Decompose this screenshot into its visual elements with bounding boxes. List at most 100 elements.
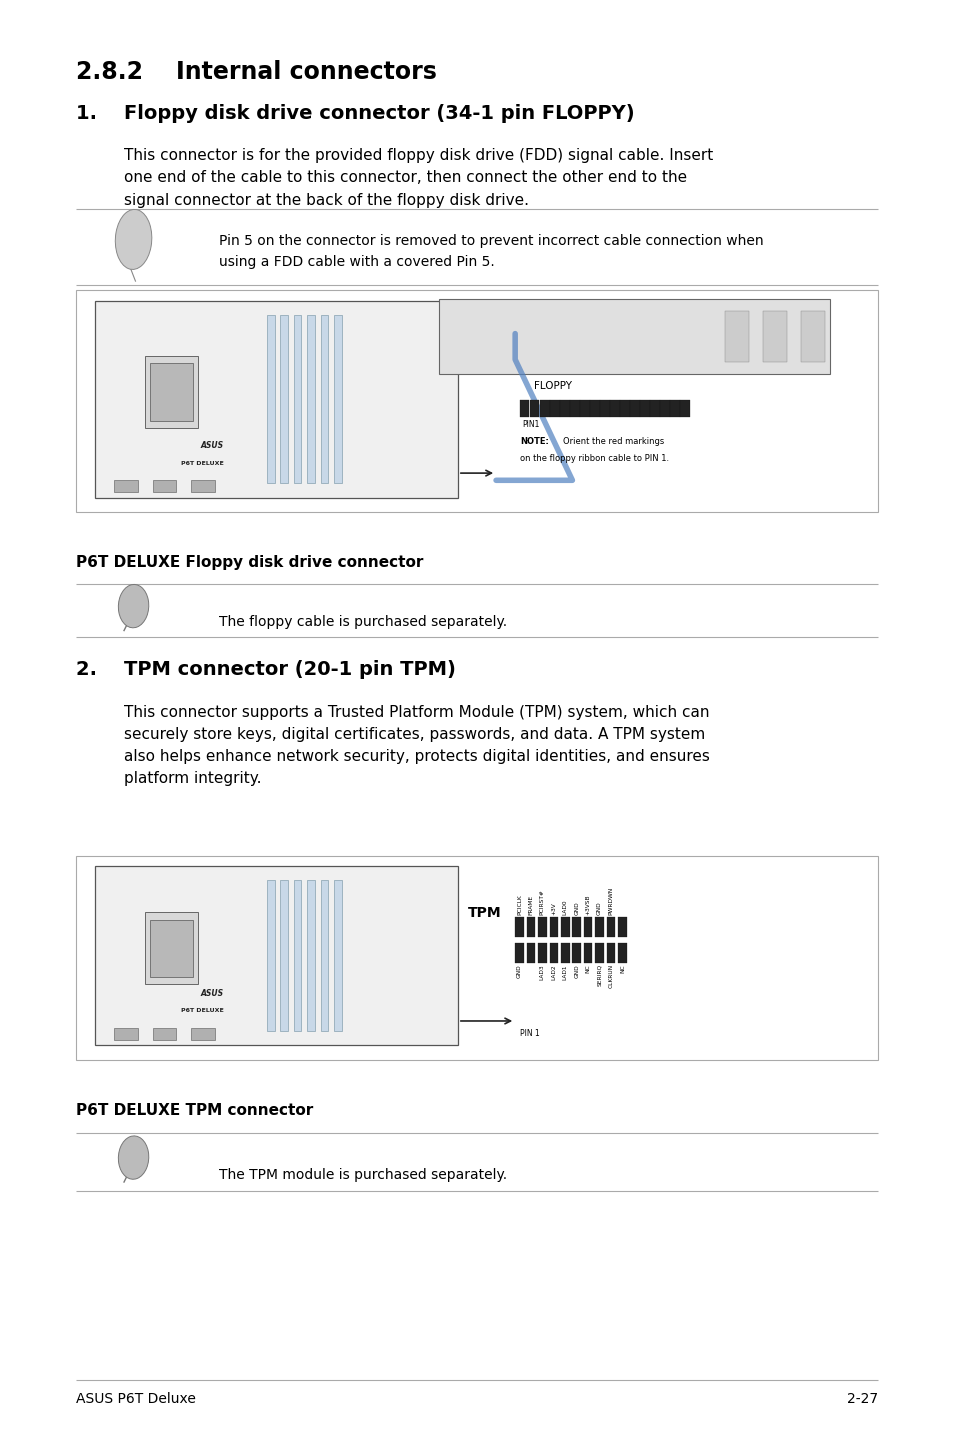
Text: 2.8.2    Internal connectors: 2.8.2 Internal connectors	[76, 60, 436, 85]
FancyBboxPatch shape	[537, 917, 546, 938]
FancyBboxPatch shape	[320, 315, 328, 483]
Text: GND: GND	[574, 902, 578, 915]
FancyBboxPatch shape	[114, 480, 138, 492]
Ellipse shape	[118, 1136, 149, 1179]
FancyBboxPatch shape	[76, 856, 877, 1060]
FancyBboxPatch shape	[526, 943, 535, 963]
Ellipse shape	[118, 584, 149, 628]
Text: +3VSB: +3VSB	[585, 894, 590, 915]
FancyBboxPatch shape	[529, 400, 539, 417]
Text: GND: GND	[597, 902, 601, 915]
FancyBboxPatch shape	[724, 311, 748, 362]
FancyBboxPatch shape	[679, 400, 689, 417]
FancyBboxPatch shape	[549, 400, 558, 417]
FancyBboxPatch shape	[95, 301, 457, 498]
Text: FLOPPY: FLOPPY	[534, 381, 572, 391]
FancyBboxPatch shape	[280, 880, 288, 1031]
FancyBboxPatch shape	[559, 400, 569, 417]
FancyBboxPatch shape	[589, 400, 598, 417]
Text: LAD0: LAD0	[562, 900, 567, 915]
Text: NC: NC	[585, 963, 590, 972]
Text: LAD2: LAD2	[551, 963, 556, 979]
Ellipse shape	[115, 210, 152, 269]
FancyBboxPatch shape	[145, 913, 197, 984]
FancyBboxPatch shape	[618, 943, 626, 963]
Text: GND: GND	[574, 963, 578, 978]
FancyBboxPatch shape	[307, 315, 314, 483]
FancyBboxPatch shape	[801, 311, 824, 362]
Text: TPM: TPM	[467, 906, 500, 920]
Text: +3V: +3V	[551, 903, 556, 915]
Text: 1.    Floppy disk drive connector (34-1 pin FLOPPY): 1. Floppy disk drive connector (34-1 pin…	[76, 104, 635, 122]
Text: This connector is for the provided floppy disk drive (FDD) signal cable. Insert
: This connector is for the provided flopp…	[124, 148, 713, 207]
FancyBboxPatch shape	[572, 943, 580, 963]
FancyBboxPatch shape	[280, 315, 288, 483]
Text: ASUS P6T Deluxe: ASUS P6T Deluxe	[76, 1392, 196, 1406]
FancyBboxPatch shape	[151, 364, 193, 421]
Text: ASUS: ASUS	[200, 989, 223, 998]
FancyBboxPatch shape	[519, 400, 529, 417]
FancyBboxPatch shape	[320, 880, 328, 1031]
FancyBboxPatch shape	[579, 400, 589, 417]
Text: SERIRQ: SERIRQ	[597, 963, 601, 986]
FancyBboxPatch shape	[650, 400, 659, 417]
FancyBboxPatch shape	[570, 400, 578, 417]
Text: PCIRST#: PCIRST#	[539, 890, 544, 915]
FancyBboxPatch shape	[294, 880, 301, 1031]
FancyBboxPatch shape	[114, 1028, 138, 1040]
FancyBboxPatch shape	[267, 880, 274, 1031]
FancyBboxPatch shape	[610, 400, 619, 417]
Text: GND: GND	[517, 963, 521, 978]
Text: 2-27: 2-27	[845, 1392, 877, 1406]
Text: Pin 5 on the connector is removed to prevent incorrect cable connection when
usi: Pin 5 on the connector is removed to pre…	[219, 234, 763, 269]
FancyBboxPatch shape	[152, 480, 176, 492]
FancyBboxPatch shape	[191, 480, 214, 492]
Text: PIN1: PIN1	[521, 420, 538, 429]
FancyBboxPatch shape	[599, 400, 609, 417]
FancyBboxPatch shape	[537, 943, 546, 963]
Text: LAD3: LAD3	[539, 963, 544, 979]
Text: NC: NC	[619, 963, 624, 972]
Text: This connector supports a Trusted Platform Module (TPM) system, which can
secure: This connector supports a Trusted Platfo…	[124, 705, 709, 787]
Text: PCICLK: PCICLK	[517, 894, 521, 915]
Text: P6T DELUXE TPM connector: P6T DELUXE TPM connector	[76, 1103, 314, 1117]
FancyBboxPatch shape	[669, 400, 679, 417]
Text: P6T DELUXE Floppy disk drive connector: P6T DELUXE Floppy disk drive connector	[76, 555, 423, 569]
FancyBboxPatch shape	[549, 943, 558, 963]
FancyBboxPatch shape	[307, 880, 314, 1031]
FancyBboxPatch shape	[95, 866, 457, 1045]
Text: CLKRUN: CLKRUN	[608, 963, 613, 988]
FancyBboxPatch shape	[549, 917, 558, 938]
FancyBboxPatch shape	[629, 400, 639, 417]
FancyBboxPatch shape	[619, 400, 629, 417]
Text: on the floppy ribbon cable to PIN 1.: on the floppy ribbon cable to PIN 1.	[519, 454, 668, 463]
FancyBboxPatch shape	[606, 917, 615, 938]
FancyBboxPatch shape	[515, 917, 523, 938]
FancyBboxPatch shape	[334, 880, 341, 1031]
FancyBboxPatch shape	[76, 290, 877, 512]
FancyBboxPatch shape	[515, 943, 523, 963]
Text: PIN 1: PIN 1	[519, 1030, 539, 1038]
FancyBboxPatch shape	[526, 917, 535, 938]
FancyBboxPatch shape	[294, 315, 301, 483]
FancyBboxPatch shape	[267, 315, 274, 483]
FancyBboxPatch shape	[762, 311, 786, 362]
Text: The floppy cable is purchased separately.: The floppy cable is purchased separately…	[219, 615, 507, 630]
FancyBboxPatch shape	[539, 400, 549, 417]
FancyBboxPatch shape	[606, 943, 615, 963]
Text: LAD1: LAD1	[562, 963, 567, 979]
FancyBboxPatch shape	[595, 943, 603, 963]
Text: NOTE:: NOTE:	[519, 437, 548, 446]
FancyBboxPatch shape	[191, 1028, 214, 1040]
FancyBboxPatch shape	[145, 357, 197, 429]
FancyBboxPatch shape	[438, 299, 829, 374]
FancyBboxPatch shape	[583, 917, 592, 938]
Text: 2.    TPM connector (20-1 pin TPM): 2. TPM connector (20-1 pin TPM)	[76, 660, 456, 679]
FancyBboxPatch shape	[334, 315, 341, 483]
Text: P6T DELUXE: P6T DELUXE	[181, 460, 224, 466]
FancyBboxPatch shape	[572, 917, 580, 938]
FancyBboxPatch shape	[583, 943, 592, 963]
FancyBboxPatch shape	[151, 920, 193, 978]
FancyBboxPatch shape	[152, 1028, 176, 1040]
FancyBboxPatch shape	[560, 917, 569, 938]
